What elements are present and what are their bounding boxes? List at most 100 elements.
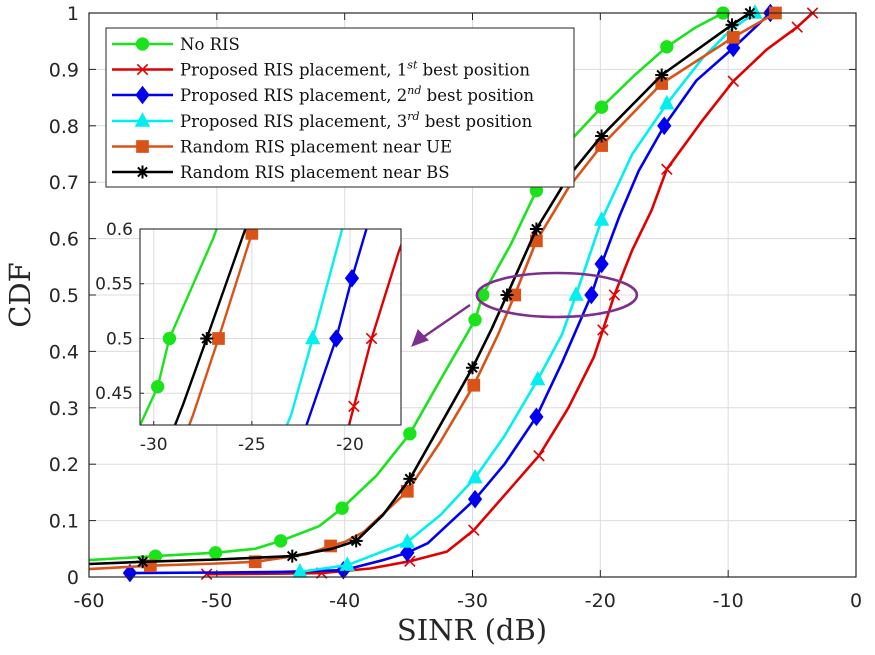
diamond-marker	[657, 116, 672, 136]
asterisk-marker-stroke	[137, 166, 148, 178]
asterisk-marker-stroke	[531, 223, 542, 235]
inset-series-triangle	[285, 229, 344, 425]
x-marker-stroke	[365, 332, 378, 345]
square-marker	[212, 332, 225, 345]
asterisk-marker	[655, 68, 669, 82]
inset-background	[140, 229, 401, 425]
legend-item: Random RIS placement near BS	[112, 163, 450, 182]
circle-marker	[660, 40, 674, 54]
asterisk-marker	[403, 472, 417, 486]
inset-y-tick-label: 0.55	[95, 275, 133, 295]
circle-marker	[150, 380, 165, 394]
asterisk-marker	[500, 288, 514, 302]
x-marker-stroke	[468, 524, 480, 536]
inset-plot: -30 -25 -20 0.45 0.5 0.55 0.6	[95, 220, 402, 455]
x-marker-stroke	[200, 568, 213, 580]
inset-series-circle	[140, 229, 219, 425]
legend-label: Proposed RIS placement, 2nd best positio…	[180, 84, 534, 105]
series-line	[299, 11, 756, 574]
inset-y-tick-label: 0.5	[106, 329, 133, 349]
inset-y-tick-label: 0.45	[95, 384, 133, 404]
legend-label: Random RIS placement near BS	[180, 163, 450, 182]
asterisk-marker	[529, 222, 543, 236]
x-tick-label: -30	[457, 590, 488, 612]
x-tick-label: -20	[585, 590, 616, 612]
x-marker-stroke	[608, 289, 621, 301]
asterisk-marker-stroke	[726, 19, 738, 31]
y-tick-label: 0.5	[49, 285, 79, 307]
diamond-marker	[529, 407, 544, 427]
triangle-marker	[305, 329, 321, 345]
asterisk-marker-stroke	[201, 333, 213, 344]
diamond-marker	[584, 285, 599, 305]
inset-ticks: -30 -25 -20 0.45 0.5 0.55 0.6	[95, 220, 364, 455]
x-marker-stroke	[597, 324, 609, 336]
diamond-marker	[726, 38, 741, 58]
x-marker-stroke	[348, 400, 360, 413]
x-marker	[200, 568, 213, 580]
x-marker	[468, 524, 480, 536]
zoom-ellipse	[475, 271, 639, 319]
diamond-marker	[594, 254, 609, 274]
square-marker	[726, 30, 740, 44]
asterisk-marker-stroke	[467, 362, 478, 374]
y-tick-label: 0.7	[49, 172, 79, 194]
y-axis-label: CDF	[3, 262, 37, 328]
x-tick-label: -40	[329, 590, 360, 612]
x-marker-stroke	[136, 63, 149, 76]
asterisk-marker	[136, 165, 149, 179]
inset-axes-frame	[139, 228, 402, 426]
y-tick-label: 0.4	[49, 341, 79, 363]
legend-label: No RIS	[180, 35, 240, 54]
x-marker	[661, 163, 673, 175]
inset-series-x	[347, 242, 401, 425]
circle-marker	[468, 313, 482, 327]
diamond-marker	[467, 489, 483, 509]
legend-item: No RIS	[112, 35, 240, 54]
y-tick-label: 0	[67, 567, 79, 589]
triangle-marker	[659, 94, 675, 110]
legend-item: Proposed RIS placement, 1st best positio…	[112, 59, 530, 80]
y-tick-label: 0.2	[49, 454, 79, 476]
inset-series	[140, 229, 401, 425]
x-marker	[727, 75, 740, 88]
legend-item: Proposed RIS placement, 2nd best positio…	[112, 84, 534, 105]
inset-series-asterisk	[173, 229, 247, 425]
x-axis-label: SINR (dB)	[397, 613, 547, 647]
asterisk-marker	[595, 129, 609, 143]
triangle-marker	[530, 370, 546, 386]
x-marker-stroke	[727, 75, 740, 88]
legend-label: Proposed RIS placement, 3rd best positio…	[180, 110, 533, 131]
y-tick-label: 0.9	[49, 59, 79, 81]
y-tick-label: 0.8	[49, 116, 79, 138]
x-tick-label: -50	[201, 590, 232, 612]
x-marker-stroke	[533, 449, 545, 462]
circle-marker	[162, 331, 177, 346]
legend-items: No RIS Proposed RIS placement, 1st best p…	[112, 35, 534, 182]
triangle-marker	[568, 286, 584, 301]
circle-marker	[135, 37, 150, 51]
circle-marker	[274, 534, 288, 548]
circle-marker	[403, 427, 417, 441]
x-marker	[597, 324, 609, 336]
series-asterisk	[88, 6, 757, 569]
inset-x-tick-label: -20	[336, 435, 364, 455]
x-tick-label: -10	[713, 590, 744, 612]
inset-series-diamond	[305, 229, 368, 425]
square-marker	[245, 229, 259, 240]
triangle-marker	[467, 468, 483, 484]
asterisk-marker	[285, 549, 299, 563]
legend-item: Random RIS placement near UE	[112, 138, 452, 157]
asterisk-marker-stroke	[501, 289, 513, 301]
x-marker-stroke	[791, 21, 803, 33]
legend-label: Random RIS placement near UE	[180, 138, 452, 157]
y-tick-label: 0.6	[49, 229, 79, 251]
square-marker	[467, 378, 481, 392]
asterisk-marker-stroke	[137, 556, 148, 568]
series-line	[206, 12, 814, 576]
circle-marker	[594, 100, 609, 114]
asterisk-marker-stroke	[286, 550, 298, 562]
x-marker	[533, 449, 545, 462]
triangle-marker	[339, 556, 355, 571]
